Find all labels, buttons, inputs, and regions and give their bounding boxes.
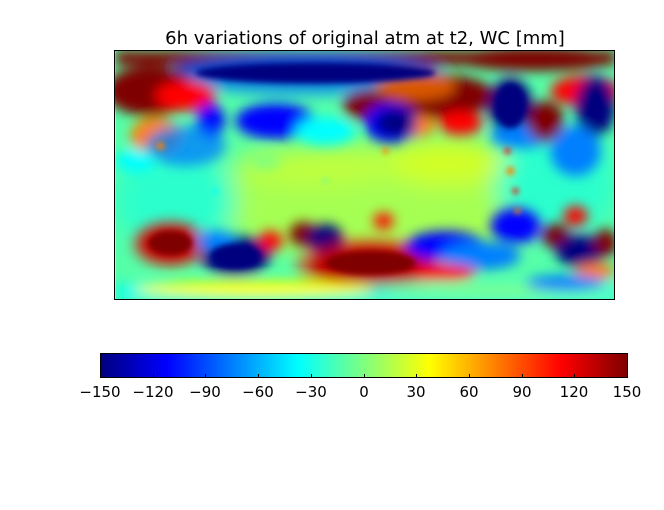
colorbar-tick-label: 60 <box>459 383 479 401</box>
heatmap-fine-detail <box>148 63 526 275</box>
colorbar-tick-label: 150 <box>612 383 642 401</box>
colorbar-tick-label: −90 <box>189 383 221 401</box>
colorbar-tick-label: 90 <box>512 383 532 401</box>
heatmap-plot-area <box>114 50 615 300</box>
colorbar-tick-label: 0 <box>359 383 369 401</box>
heatmap-image <box>115 51 614 299</box>
colorbar-tick-label: 30 <box>406 383 426 401</box>
colorbar-tick-label: −120 <box>132 383 174 401</box>
colorbar-tick-label: −30 <box>295 383 327 401</box>
colorbar-tick-label: −60 <box>242 383 274 401</box>
colorbar-tick-label: −150 <box>79 383 121 401</box>
colorbar <box>100 353 628 378</box>
colorbar-tick-label: 120 <box>559 383 589 401</box>
chart-title: 6h variations of original atm at t2, WC … <box>165 28 565 49</box>
